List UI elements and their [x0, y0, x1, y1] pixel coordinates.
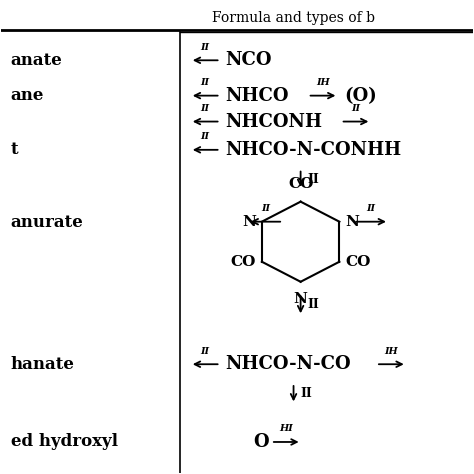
Text: Formula and types of b: Formula and types of b: [212, 11, 375, 25]
Text: hanate: hanate: [11, 356, 75, 373]
Text: N: N: [346, 215, 359, 228]
Text: CO: CO: [346, 255, 371, 269]
Text: II: II: [201, 132, 210, 141]
Text: NHCO-N-CONHH: NHCO-N-CONHH: [225, 141, 401, 159]
Text: II: II: [308, 298, 319, 311]
Text: II: II: [201, 43, 210, 52]
Text: (O): (O): [345, 87, 377, 105]
Text: CO: CO: [230, 255, 255, 269]
Text: NHCONH: NHCONH: [225, 112, 322, 130]
Text: NCO: NCO: [225, 51, 272, 69]
Text: N: N: [242, 215, 255, 228]
Text: II: II: [201, 347, 210, 356]
Text: ed hydroxyl: ed hydroxyl: [11, 434, 118, 450]
Text: t: t: [11, 141, 18, 158]
Text: ane: ane: [11, 87, 44, 104]
Text: N: N: [294, 292, 308, 306]
Text: II: II: [352, 104, 361, 113]
Text: CO: CO: [288, 177, 313, 191]
Text: anurate: anurate: [11, 214, 83, 231]
Text: HI: HI: [279, 425, 293, 434]
Text: NHCO-N-CO: NHCO-N-CO: [225, 355, 351, 373]
Text: NHCO: NHCO: [225, 87, 289, 105]
Text: II: II: [201, 104, 210, 113]
Text: II: II: [201, 78, 210, 87]
Text: IH: IH: [384, 347, 398, 356]
Text: II: II: [308, 173, 319, 186]
Text: IH: IH: [316, 78, 330, 87]
Text: anate: anate: [11, 52, 63, 69]
Text: II: II: [301, 387, 312, 400]
Text: II: II: [261, 204, 270, 213]
Text: O: O: [254, 433, 269, 451]
Text: II: II: [367, 204, 376, 213]
